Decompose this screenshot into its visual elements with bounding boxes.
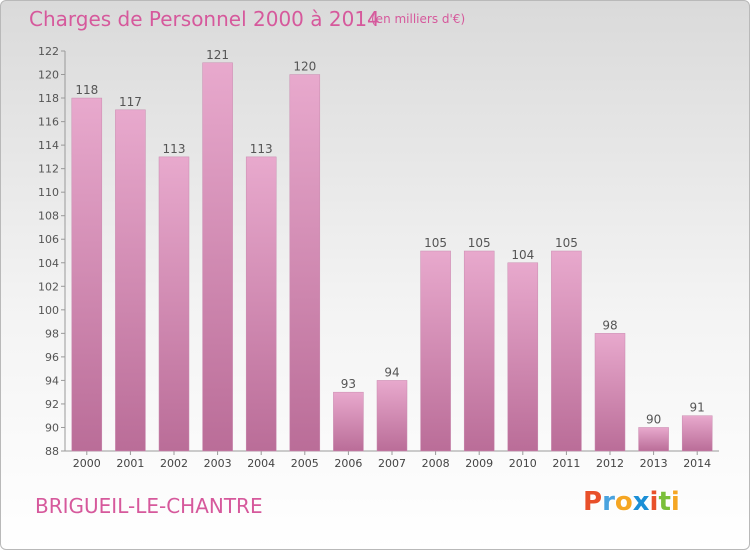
bar-value-label: 104 — [511, 248, 534, 262]
bar — [594, 333, 626, 452]
x-tick-label: 2010 — [509, 457, 537, 470]
logo-letter: r — [602, 487, 615, 517]
x-tick-label: 2014 — [683, 457, 711, 470]
y-tick-label: 96 — [45, 351, 59, 364]
bar — [289, 74, 321, 452]
y-tick-label: 100 — [38, 304, 59, 317]
bar — [681, 415, 713, 452]
bar — [202, 62, 233, 452]
logo-letter: i — [649, 487, 659, 517]
bar-value-label: 93 — [341, 377, 356, 391]
chart-unit: (en milliers d'€) — [371, 12, 466, 26]
bar — [333, 391, 364, 452]
y-tick-label: 120 — [38, 69, 59, 82]
x-tick-label: 2009 — [465, 457, 493, 470]
bar — [71, 97, 103, 452]
bar-value-label: 118 — [75, 83, 98, 97]
logo-letter: P — [583, 487, 603, 517]
bar — [420, 250, 451, 452]
logo-letter: o — [614, 487, 633, 517]
y-tick-label: 108 — [38, 210, 59, 223]
y-tick-label: 114 — [38, 139, 59, 152]
bar — [463, 250, 495, 452]
logo-letter: t — [658, 487, 671, 517]
y-tick-label: 88 — [45, 445, 59, 458]
bar-value-label: 120 — [293, 60, 316, 74]
y-tick-label: 118 — [38, 92, 59, 105]
bar-value-label: 98 — [602, 318, 617, 332]
x-tick-label: 2011 — [552, 457, 580, 470]
bar — [638, 427, 669, 452]
bar-value-label: 90 — [646, 412, 661, 426]
y-tick-label: 110 — [38, 186, 59, 199]
bar — [507, 262, 539, 452]
bar-value-label: 113 — [250, 142, 273, 156]
bar-value-label: 121 — [206, 48, 229, 62]
y-tick-label: 116 — [38, 116, 59, 129]
bar — [115, 109, 146, 452]
y-tick-label: 92 — [45, 398, 59, 411]
x-tick-label: 2012 — [596, 457, 624, 470]
proxiti-logo: Proxiti — [583, 487, 680, 517]
x-tick-label: 2013 — [640, 457, 668, 470]
y-tick-label: 106 — [38, 233, 59, 246]
y-tick-label: 98 — [45, 327, 59, 340]
bar-value-label: 105 — [468, 236, 491, 250]
x-tick-label: 2001 — [116, 457, 144, 470]
y-tick-label: 122 — [38, 45, 59, 58]
y-tick-label: 102 — [38, 280, 59, 293]
logo-letter: i — [670, 487, 680, 517]
y-tick-label: 94 — [45, 374, 59, 387]
y-tick-label: 104 — [38, 257, 59, 270]
bar — [376, 380, 408, 452]
x-tick-label: 2000 — [73, 457, 101, 470]
x-tick-label: 2003 — [204, 457, 232, 470]
bar-value-label: 94 — [384, 365, 399, 379]
bar — [245, 156, 277, 452]
x-tick-label: 2008 — [422, 457, 450, 470]
bar — [551, 250, 582, 452]
x-tick-label: 2005 — [291, 457, 319, 470]
place-name: BRIGUEIL-LE-CHANTRE — [35, 494, 263, 518]
chart-title: Charges de Personnel 2000 à 2014 — [29, 7, 380, 31]
bar-value-label: 105 — [424, 236, 447, 250]
bar-value-label: 117 — [119, 95, 142, 109]
bar-value-label: 91 — [690, 401, 705, 415]
y-tick-label: 112 — [38, 163, 59, 176]
bar-value-label: 105 — [555, 236, 578, 250]
bar-value-label: 113 — [163, 142, 186, 156]
y-tick-label: 90 — [45, 421, 59, 434]
x-tick-label: 2007 — [378, 457, 406, 470]
bar — [158, 156, 190, 452]
logo-letter: x — [632, 487, 650, 517]
x-tick-label: 2002 — [160, 457, 188, 470]
x-tick-label: 2004 — [247, 457, 275, 470]
x-tick-label: 2006 — [334, 457, 362, 470]
